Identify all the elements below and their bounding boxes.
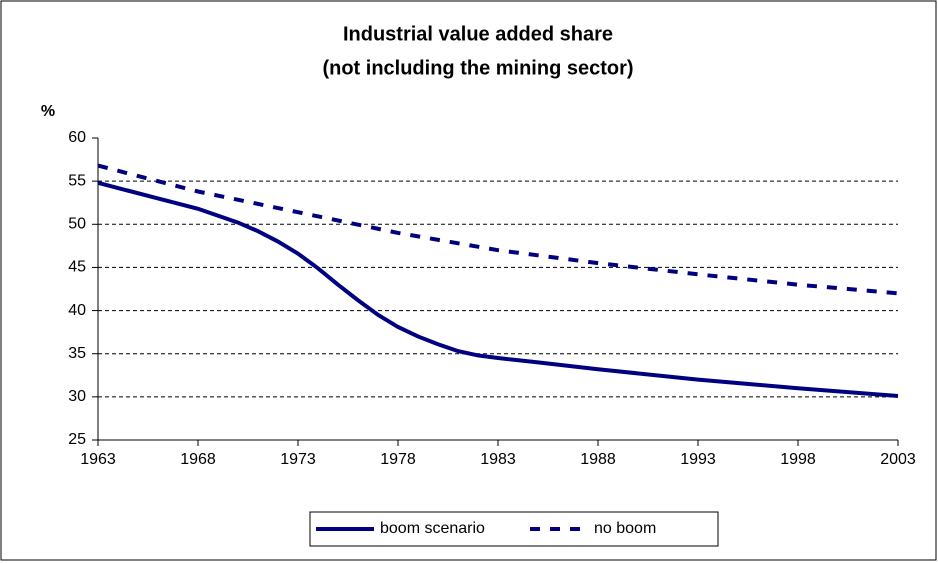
line-series: [97, 180, 899, 398]
x-tick-label: 1998: [780, 451, 816, 468]
y-tick-label: 25: [68, 431, 86, 448]
y-tick-label: 55: [68, 172, 86, 189]
chart-title: Industrial value added share: [343, 23, 613, 45]
x-tick-label: 1973: [280, 451, 316, 468]
x-tick-label: 1988: [580, 451, 616, 468]
x-tick-label: 1968: [180, 451, 216, 468]
x-tick-label: 1978: [380, 451, 416, 468]
chart-subtitle: (not including the mining sector): [322, 57, 633, 79]
legend-box: [309, 511, 719, 547]
y-axis-label: %: [41, 103, 55, 120]
line-series: [97, 163, 899, 296]
legend-label: no boom: [594, 520, 656, 537]
legend-label: boom scenario: [380, 520, 485, 537]
y-tick-label: 30: [68, 388, 86, 405]
x-tick-label: 1963: [80, 451, 116, 468]
y-tick-label: 40: [68, 302, 86, 319]
y-tick-label: 50: [68, 216, 86, 233]
x-tick-label: 2003: [880, 451, 916, 468]
x-tick-label: 1983: [480, 451, 516, 468]
y-tick-label: 35: [68, 345, 86, 362]
y-tick-label: 60: [68, 129, 86, 146]
y-tick-label: 45: [68, 259, 86, 276]
x-tick-label: 1993: [680, 451, 716, 468]
